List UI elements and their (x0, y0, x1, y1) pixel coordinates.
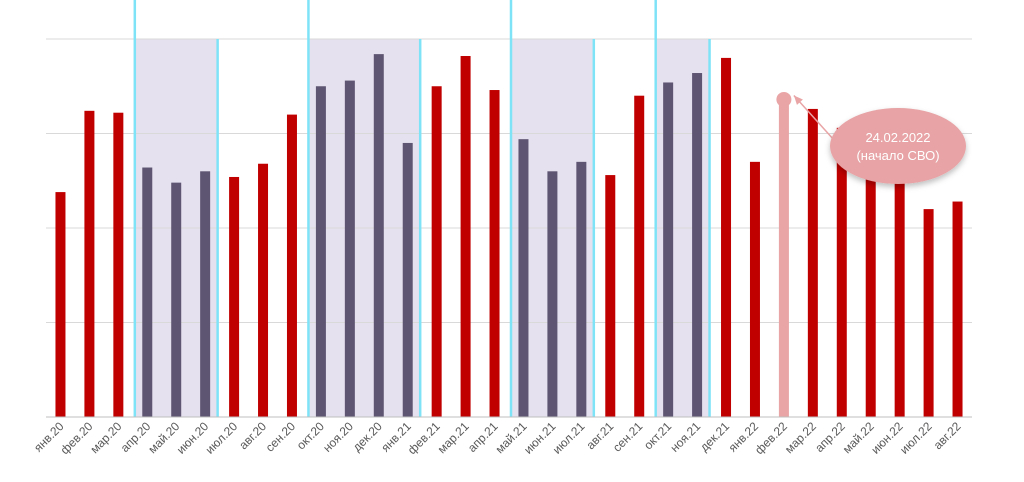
x-tick-label: фев.21 (405, 419, 443, 457)
bar (518, 139, 529, 418)
annotation-event-label: (начало СВО) (856, 148, 939, 163)
x-tick-label: дек.20 (350, 419, 385, 454)
bar (721, 57, 732, 418)
bar (634, 95, 645, 417)
annotation-arrow (793, 94, 835, 141)
bar (923, 209, 934, 417)
x-axis: янв.20фев.20мар.20апр.20май.20июн.20июл.… (31, 416, 972, 457)
bar (142, 167, 153, 417)
bar (460, 56, 471, 417)
bar (547, 171, 558, 417)
x-tick-label: дек.21 (697, 419, 732, 454)
bar (315, 86, 326, 417)
x-tick-label: авг.22 (931, 419, 964, 452)
bar (778, 99, 789, 417)
bar (55, 192, 66, 417)
bar (431, 86, 442, 417)
annotation-arrowhead (793, 95, 803, 105)
bars (55, 54, 963, 418)
x-tick-label: мар.20 (87, 419, 124, 456)
x-tick-label: фев.22 (752, 419, 790, 457)
annotation-date-label: 24.02.2022 (865, 130, 930, 145)
bar (344, 80, 355, 417)
bar (865, 152, 876, 417)
event-marker-dot (776, 91, 792, 107)
x-tick-label: ноя.21 (668, 419, 704, 455)
bar (373, 54, 384, 418)
annotation-callout (830, 108, 966, 184)
band-boundary-lines (133, 0, 711, 417)
bar (807, 108, 818, 418)
x-tick-label: фев.20 (58, 419, 96, 457)
bar (692, 73, 703, 418)
x-tick-label: мар.22 (782, 419, 819, 456)
bar (286, 114, 297, 417)
x-tick-label: июл.20 (203, 419, 241, 457)
bar (605, 175, 616, 417)
bar (84, 110, 95, 417)
annotation: 24.02.2022 (начало СВО) (793, 94, 966, 184)
bar (489, 90, 500, 417)
bar (836, 127, 847, 417)
bar (576, 161, 587, 417)
x-tick-label: июл.22 (897, 419, 935, 457)
bar (113, 112, 124, 418)
x-tick-label: сен.20 (263, 419, 299, 455)
bar (952, 201, 963, 417)
bar (200, 171, 211, 417)
x-tick-label: мар.21 (435, 419, 472, 456)
bar (402, 142, 413, 417)
bar (894, 178, 905, 417)
bar (229, 176, 240, 417)
bar (663, 82, 674, 417)
x-tick-label: сен.21 (610, 419, 646, 455)
bar (258, 163, 269, 417)
x-tick-label: ноя.20 (320, 419, 356, 455)
bar (171, 182, 182, 417)
bar (749, 161, 760, 417)
x-tick-label: июл.21 (550, 419, 588, 457)
